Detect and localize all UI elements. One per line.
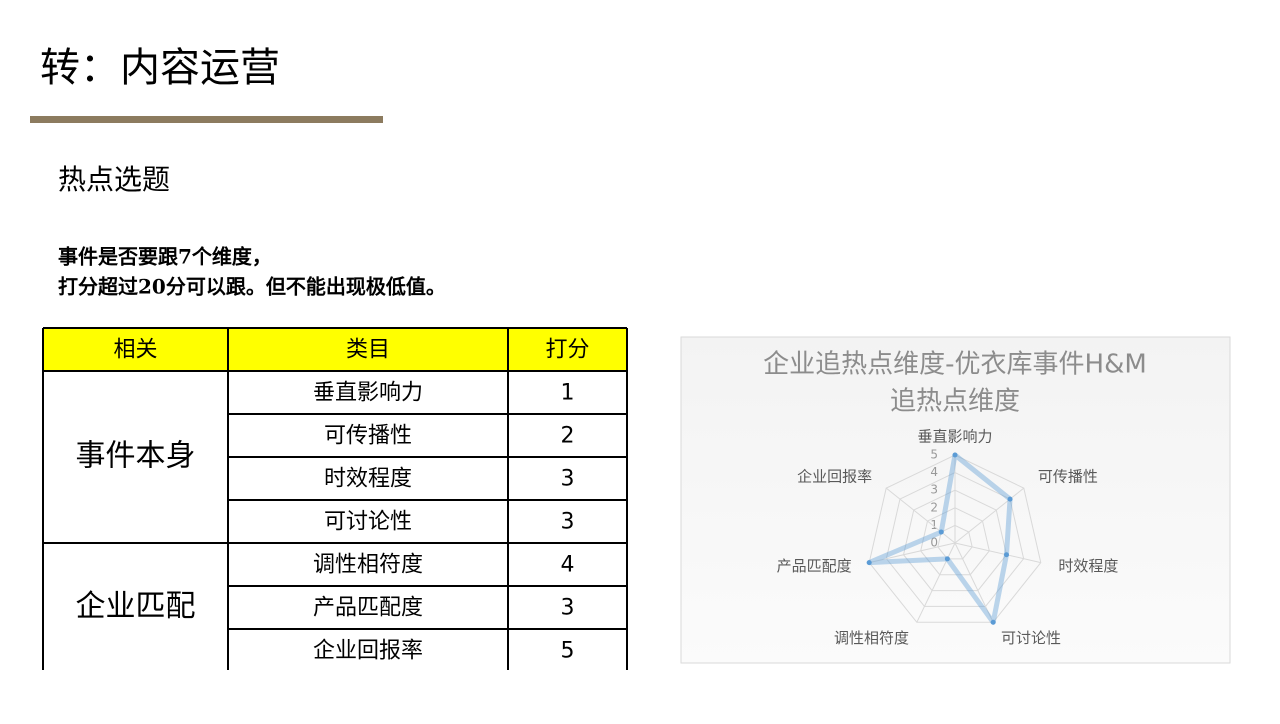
radar-point <box>938 529 944 535</box>
radar-point <box>990 619 996 625</box>
axis-label: 可讨论性 <box>1001 629 1061 647</box>
spoke <box>885 487 956 544</box>
axis-label: 垂直影响力 <box>917 428 992 446</box>
tick-label: 5 <box>930 448 938 462</box>
grid-ring <box>937 524 973 560</box>
score-cell: 3 <box>561 596 575 621</box>
category-cell: 可传播性 <box>324 424 412 449</box>
body-line: 打分超过20分可以跟。但不能出现极低值。 <box>58 275 446 299</box>
spoke <box>954 542 1041 564</box>
body-line: 事件是否要跟7个维度， <box>58 245 272 269</box>
radar-point <box>1007 496 1013 502</box>
axis-label: 可传播性 <box>1038 467 1098 485</box>
radar-point <box>1003 552 1009 558</box>
score-cell: 1 <box>561 381 575 406</box>
title-rule <box>30 116 383 123</box>
category-cell: 垂直影响力 <box>313 381 423 406</box>
section-title: 热点选题 <box>58 163 170 196</box>
category-cell: 调性相符度 <box>313 553 423 578</box>
tick-label: 2 <box>930 500 938 514</box>
spoke <box>954 487 1025 544</box>
category-cell: 产品匹配度 <box>313 596 423 621</box>
chart-title: 企业追热点维度-优衣库事件H&M <box>763 350 1147 380</box>
score-cell: 3 <box>561 510 575 535</box>
grid-ring <box>902 489 1008 592</box>
radar-line <box>866 452 1013 625</box>
axis-label: 产品匹配度 <box>777 557 852 575</box>
score-cell: 2 <box>561 424 575 449</box>
radar-point <box>952 452 958 458</box>
column-header: 类目 <box>346 338 390 363</box>
category-cell: 企业回报率 <box>313 639 423 664</box>
grid-ring <box>885 472 1025 607</box>
column-header: 相关 <box>113 338 157 363</box>
score-cell: 3 <box>561 467 575 492</box>
tick-label: 0 <box>930 536 938 550</box>
category-cell: 时效程度 <box>324 467 412 492</box>
score-cell: 5 <box>561 639 575 664</box>
tick-label: 1 <box>930 518 938 532</box>
axis-label: 时效程度 <box>1058 557 1118 575</box>
tick-label: 3 <box>930 483 938 497</box>
column-header: 打分 <box>545 338 589 363</box>
group-cell: 事件本身 <box>76 439 196 474</box>
category-cell: 可讨论性 <box>324 510 412 535</box>
axis-label: 调性相符度 <box>834 629 909 647</box>
chart-title: 追热点维度 <box>890 387 1020 417</box>
group-cell: 企业匹配 <box>76 589 196 624</box>
axis-label: 企业回报率 <box>797 467 872 485</box>
spoke <box>916 542 956 623</box>
tick-label: 4 <box>930 465 938 479</box>
spoke <box>954 542 994 623</box>
score-cell: 4 <box>561 553 575 578</box>
radar-point <box>866 560 872 566</box>
radar-point <box>944 556 950 562</box>
page-title: 转：内容运营 <box>40 45 280 91</box>
header-row <box>43 328 627 371</box>
radar-chart: 企业追热点维度-优衣库事件H&M 追热点维度 0 1 2 3 4 5 垂直影响力可传播性时效程度… <box>763 350 1147 648</box>
grid-ring <box>868 454 1042 623</box>
grid-ring <box>920 507 990 576</box>
spoke <box>869 542 956 564</box>
